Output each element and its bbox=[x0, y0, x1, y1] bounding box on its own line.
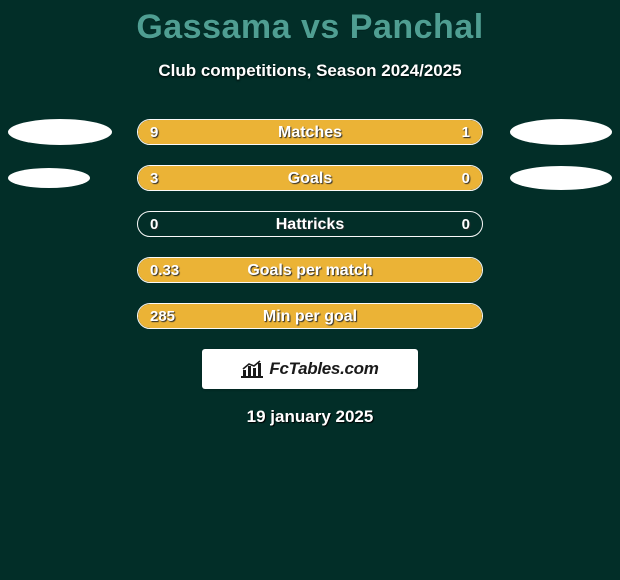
logo-badge: FcTables.com bbox=[202, 349, 418, 389]
player-oval-left bbox=[8, 119, 112, 145]
stat-row: 285Min per goal bbox=[0, 303, 620, 329]
comparison-bars: 91Matches 30Goals 00Hattricks 0.33Goals per… bbox=[0, 119, 620, 329]
bar-track: 00Hattricks bbox=[137, 211, 483, 237]
stat-label: Goals per match bbox=[138, 258, 482, 283]
subtitle: Club competitions, Season 2024/2025 bbox=[0, 61, 620, 81]
bar-track: 285Min per goal bbox=[137, 303, 483, 329]
player-oval-right bbox=[510, 166, 612, 190]
stat-row: 91Matches bbox=[0, 119, 620, 145]
stat-label: Goals bbox=[138, 166, 482, 191]
bar-track: 0.33Goals per match bbox=[137, 257, 483, 283]
stat-row: 00Hattricks bbox=[0, 211, 620, 237]
player-oval-left bbox=[8, 168, 90, 188]
bar-track: 30Goals bbox=[137, 165, 483, 191]
stat-label: Hattricks bbox=[138, 212, 482, 237]
stat-row: 30Goals bbox=[0, 165, 620, 191]
page-title: Gassama vs Panchal bbox=[0, 0, 620, 47]
logo-text: FcTables.com bbox=[269, 359, 378, 379]
chart-icon bbox=[241, 360, 263, 378]
date-label: 19 january 2025 bbox=[0, 407, 620, 427]
stat-row: 0.33Goals per match bbox=[0, 257, 620, 283]
player-oval-right bbox=[510, 119, 612, 145]
stat-label: Matches bbox=[138, 120, 482, 145]
stat-label: Min per goal bbox=[138, 304, 482, 329]
bar-track: 91Matches bbox=[137, 119, 483, 145]
